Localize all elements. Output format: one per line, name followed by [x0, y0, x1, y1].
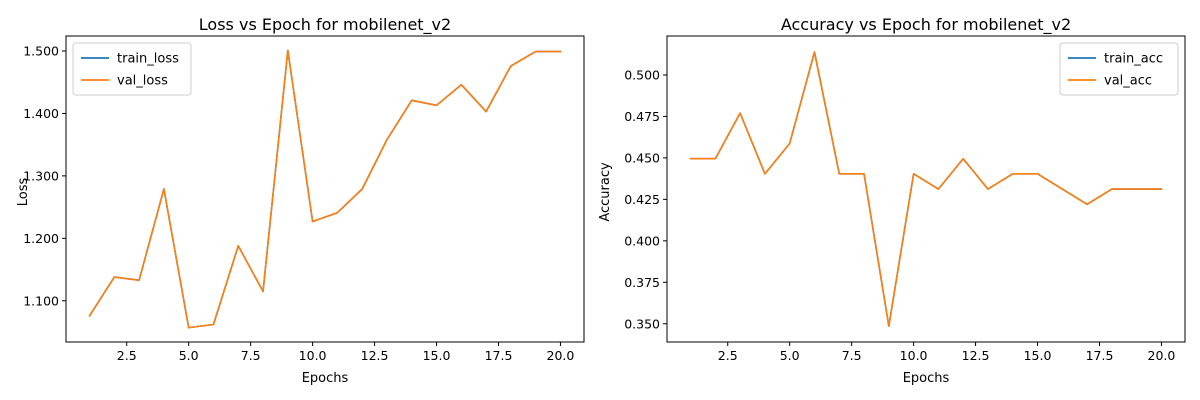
x-tick-label: 17.5 [485, 348, 513, 363]
legend-entry: val_acc [1104, 74, 1152, 89]
y-tick-label: 0.400 [624, 233, 660, 248]
legend-box [1059, 42, 1179, 96]
x-tick-label: 2.5 [117, 348, 137, 363]
y-tick-label: 1.200 [23, 231, 59, 246]
y-tick-label: 1.100 [23, 293, 59, 308]
x-tick-label: 20.0 [1148, 348, 1176, 363]
y-tick-label: 1.400 [23, 106, 59, 121]
loss-chart-legend: train_loss val_loss [72, 42, 192, 96]
legend-entry: train_acc [1104, 52, 1163, 67]
x-tick-label: 10.0 [900, 348, 928, 363]
y-tick-label: 1.300 [23, 168, 59, 183]
y-tick-label: 0.425 [624, 192, 660, 207]
x-tick-label: 17.5 [1086, 348, 1114, 363]
x-tick-label: 5.0 [179, 348, 199, 363]
x-tick-label: 5.0 [780, 348, 800, 363]
y-tick-label: 0.375 [624, 275, 660, 290]
accuracy-chart-frame [666, 35, 1186, 343]
accuracy-chart-ylabel: Accuracy [598, 162, 613, 222]
loss-chart: Loss vs Epoch for mobilenet_v2 Epochs Lo… [16, 15, 585, 386]
series-line-val-loss [88, 49, 562, 329]
x-tick-label: 20.0 [547, 348, 575, 363]
x-tick-label: 12.5 [962, 348, 990, 363]
loss-chart-frame [65, 35, 585, 343]
y-tick-label: 1.500 [23, 43, 59, 58]
accuracy-chart-legend: train_acc val_acc [1059, 42, 1179, 96]
x-tick-label: 12.5 [361, 348, 389, 363]
x-tick-label: 2.5 [718, 348, 738, 363]
y-tick-label: 0.350 [624, 316, 660, 331]
legend-box [72, 42, 192, 96]
loss-chart-ylabel: Loss [16, 178, 31, 207]
y-tick-label: 0.450 [624, 150, 660, 165]
loss-chart-xlabel: Epochs [302, 371, 349, 386]
accuracy-chart-plot-area: 2.5 5.0 7.5 10.0 12.5 15.0 17.5 20.0 0.350 0.375 0… [624, 35, 1186, 363]
accuracy-chart: Accuracy vs Epoch for mobilenet_v2 Epoch… [598, 15, 1186, 386]
x-tick-label: 10.0 [299, 348, 327, 363]
accuracy-chart-title: Accuracy vs Epoch for mobilenet_v2 [781, 15, 1071, 35]
y-tick-label: 0.475 [624, 109, 660, 124]
x-tick-label: 7.5 [842, 348, 862, 363]
accuracy-chart-xlabel: Epochs [903, 371, 950, 386]
legend-entry: train_loss [117, 52, 179, 67]
x-tick-label: 15.0 [423, 348, 451, 363]
y-tick-label: 0.500 [624, 67, 660, 82]
series-line-val-acc [689, 51, 1163, 327]
legend-entry: val_loss [117, 74, 168, 89]
x-tick-label: 15.0 [1024, 348, 1052, 363]
loss-chart-plot-area: 2.5 5.0 7.5 10.0 12.5 15.0 17.5 20.0 1.100 1.200 1… [23, 35, 585, 363]
x-tick-label: 7.5 [241, 348, 261, 363]
loss-chart-title: Loss vs Epoch for mobilenet_v2 [199, 15, 451, 35]
